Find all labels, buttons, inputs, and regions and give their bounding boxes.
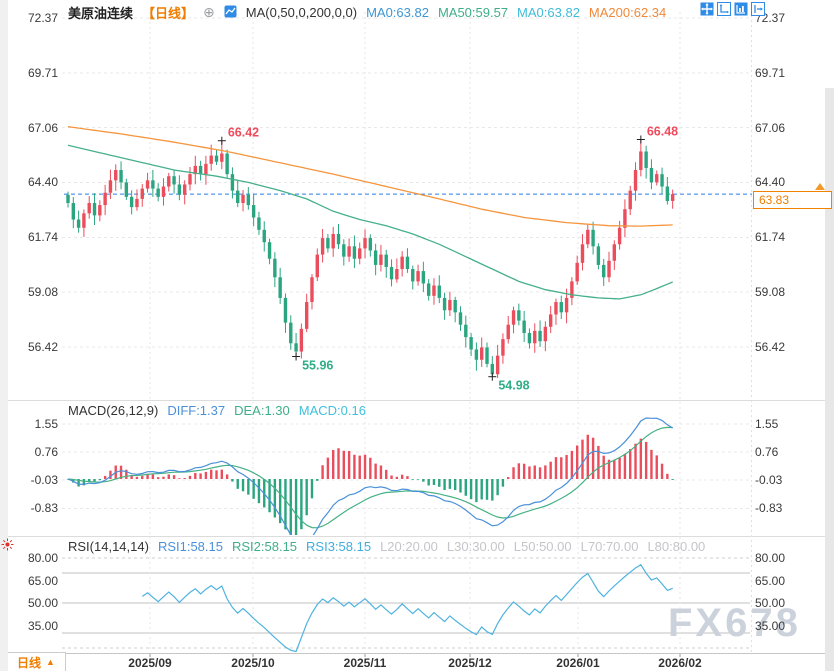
rsi-l80-value: L80:80.00	[647, 539, 706, 554]
ma200-value: MA200:62.34	[588, 5, 667, 20]
price-axis-label: 61.74	[755, 230, 786, 245]
rsi-title: RSI(14,14,14)	[68, 539, 149, 554]
chart-toolbar	[699, 2, 765, 17]
macd-axis-label: -0.03	[755, 473, 783, 488]
macd-panel-header: MACD(26,12,9) DIFF:1.37 DEA:1.30 MACD:0.…	[68, 403, 366, 418]
price-annotation: 55.96	[302, 358, 333, 372]
price-axis-label: 69.71	[27, 65, 58, 80]
price-up-arrow-icon	[815, 183, 825, 190]
right-scrollbar[interactable]	[825, 88, 834, 671]
rsi3-value: RSI3:58.15	[306, 539, 372, 554]
rsi-axis-label: 65.00	[755, 573, 786, 588]
price-axis-label: 59.08	[27, 285, 58, 300]
rsi-axis-label: 80.00	[755, 551, 786, 565]
macd-axis-label: -0.03	[30, 473, 58, 488]
indicator-chart-icon[interactable]	[224, 5, 237, 21]
collapse-panel-button[interactable]	[750, 2, 765, 17]
symbol-name: 美原油连续	[68, 6, 134, 21]
price-axis-label: 64.40	[755, 175, 786, 190]
axis-scale-button[interactable]	[716, 2, 731, 17]
x-axis-label: 2025/11	[343, 656, 387, 670]
rsi-panel-header: RSI(14,14,14) RSI1:58.15 RSI2:58.15 RSI3…	[68, 539, 705, 554]
pan-tool-button[interactable]	[699, 2, 714, 17]
period-tag[interactable]: 【日线】	[142, 6, 195, 21]
macd-hist-value: MACD:0.16	[298, 403, 366, 418]
rsi-axis-label: 35.00	[755, 618, 786, 633]
rsi-l50-value: L50:50.00	[513, 539, 572, 554]
price-axis-label: 56.42	[755, 339, 786, 354]
price-annotation: 54.98	[498, 379, 529, 393]
price-axis-label: 59.08	[755, 285, 786, 300]
rsi-l30-value: L30:30.00	[446, 539, 505, 554]
price-axis-label: 67.06	[27, 120, 58, 135]
price-axis-label: 64.40	[27, 175, 58, 190]
timeframe-arrow-icon: ▲	[46, 657, 55, 667]
timeframe-button[interactable]: 日线 ▲	[8, 652, 66, 671]
rsi-l20-value: L20:20.00	[380, 539, 438, 554]
x-axis-label: 2026/02	[658, 656, 702, 670]
rsi-axis-label: 50.00	[755, 596, 786, 610]
indicator-settings-icon[interactable]	[1, 538, 14, 556]
ma0b-value: MA0:63.82	[517, 5, 580, 20]
price-axis-label: 69.71	[755, 65, 786, 80]
macd-axis-label: 0.76	[755, 445, 779, 460]
timeframe-label: 日线	[17, 655, 42, 670]
macd-axis-label: 0.76	[34, 445, 58, 460]
ma50-value: MA50:59.57	[437, 5, 509, 20]
macd-diff-value: DIFF:1.37	[167, 403, 226, 418]
macd-title: MACD(26,12,9)	[68, 403, 159, 418]
price-axis-label: 72.37	[27, 11, 58, 25]
macd-axis-label: 1.55	[34, 417, 58, 432]
ma0-value: MA0:63.82	[366, 5, 429, 20]
add-indicator-icon[interactable]: ⊕	[203, 4, 215, 20]
rsi-l70-value: L70:70.00	[580, 539, 639, 554]
price-axis-label: 56.42	[27, 339, 58, 354]
rsi1-value: RSI1:58.15	[157, 539, 223, 554]
last-price-tag: 63.83	[753, 191, 832, 209]
x-axis-label: 2025/12	[448, 656, 492, 670]
rsi-axis-label: 50.00	[27, 596, 58, 610]
main-chart-header: 美原油连续 【日线】 ⊕ MA(0,50,0,200,0,0) MA0:63.8…	[68, 3, 666, 22]
rsi2-value: RSI2:58.15	[231, 539, 298, 554]
x-axis-label: 2025/09	[128, 656, 172, 670]
macd-dea-value: DEA:1.30	[234, 403, 290, 418]
watermark: FX678	[668, 601, 801, 645]
price-axis-label: 61.74	[27, 230, 58, 245]
rsi-axis-label: 80.00	[27, 551, 58, 565]
price-axis-label: 67.06	[755, 120, 786, 135]
macd-axis-label: -0.83	[30, 501, 58, 516]
chart-style-button[interactable]	[733, 2, 748, 17]
left-gutter-strip	[0, 0, 8, 671]
ma-settings-label: MA(0,50,0,200,0,0)	[245, 5, 358, 20]
rsi-axis-label: 35.00	[27, 618, 58, 633]
price-annotation: 66.42	[228, 126, 259, 140]
x-axis-label: 2025/10	[231, 656, 275, 670]
macd-axis-label: -0.83	[755, 501, 783, 516]
macd-axis-label: 1.55	[755, 417, 779, 432]
x-axis-label: 2026/01	[556, 656, 600, 670]
price-annotation: 66.48	[647, 124, 678, 138]
rsi-axis-label: 65.00	[27, 573, 58, 588]
